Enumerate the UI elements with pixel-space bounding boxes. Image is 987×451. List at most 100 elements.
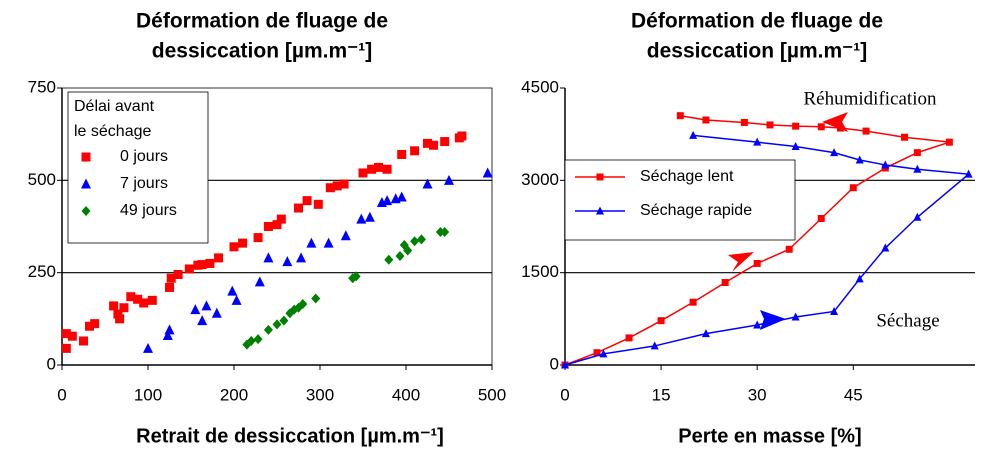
- marker: [416, 234, 426, 245]
- marker: [440, 227, 450, 238]
- marker: [881, 243, 890, 252]
- chart-title: dessiccation [µm.m⁻¹]: [152, 40, 372, 63]
- marker: [173, 270, 183, 280]
- legend-label: 49 jours: [120, 202, 177, 219]
- marker: [676, 112, 684, 120]
- marker: [211, 307, 222, 318]
- marker: [689, 298, 697, 306]
- x-tick-label: 15: [652, 385, 671, 404]
- marker: [457, 131, 467, 141]
- legend-box: [564, 159, 796, 241]
- marker: [85, 321, 95, 331]
- marker: [227, 285, 238, 296]
- marker: [356, 213, 367, 224]
- y-tick-label: 750: [28, 77, 56, 96]
- marker: [109, 301, 119, 311]
- marker: [263, 222, 273, 231]
- x-tick-label: 0: [560, 385, 569, 404]
- marker: [440, 137, 450, 147]
- x-tick-label: 30: [748, 385, 767, 404]
- marker: [792, 122, 800, 130]
- series-line: [564, 134, 971, 366]
- marker: [197, 260, 207, 270]
- marker: [164, 324, 175, 335]
- marker: [351, 271, 361, 282]
- marker: [913, 212, 922, 221]
- marker: [395, 251, 405, 262]
- marker: [650, 341, 659, 350]
- marker: [791, 141, 800, 150]
- marker: [201, 300, 212, 311]
- marker: [302, 196, 312, 206]
- marker: [253, 233, 263, 243]
- marker: [625, 334, 633, 342]
- x-tick-label: 100: [134, 385, 162, 404]
- marker: [229, 242, 239, 252]
- marker: [881, 160, 890, 169]
- marker: [133, 294, 143, 304]
- legend-marker: [81, 206, 91, 216]
- marker: [855, 155, 864, 164]
- marker: [382, 164, 392, 174]
- y-tick-label: 0: [550, 354, 559, 373]
- marker: [115, 314, 125, 324]
- marker: [423, 138, 432, 148]
- marker: [231, 294, 242, 305]
- legend-marker: [81, 152, 91, 162]
- legend-label: 7 jours: [120, 175, 168, 192]
- marker: [593, 349, 601, 357]
- marker: [253, 334, 263, 345]
- marker: [332, 181, 342, 191]
- marker: [701, 329, 710, 338]
- marker: [373, 162, 383, 172]
- marker: [753, 137, 762, 146]
- marker: [740, 118, 748, 126]
- marker: [358, 168, 368, 178]
- marker: [276, 214, 286, 224]
- marker: [753, 259, 761, 267]
- legend-marker: [81, 178, 91, 189]
- arrow-drying-fast: [760, 310, 786, 330]
- marker: [945, 138, 953, 146]
- marker: [67, 331, 77, 341]
- marker: [830, 306, 839, 315]
- marker: [599, 349, 608, 358]
- annotation: Séchage: [876, 310, 939, 331]
- marker: [429, 140, 439, 150]
- marker: [325, 183, 335, 193]
- legend-marker: [596, 173, 604, 181]
- marker: [913, 149, 921, 157]
- y-tick-label: 1500: [521, 262, 559, 281]
- marker: [397, 149, 407, 159]
- marker: [340, 230, 351, 241]
- marker: [279, 315, 289, 326]
- marker: [382, 195, 393, 206]
- marker: [785, 245, 793, 253]
- marker: [913, 164, 922, 173]
- legend-box: [67, 91, 209, 244]
- annotation: Réhumidification: [804, 88, 937, 109]
- marker: [855, 274, 864, 283]
- legend-label: Séchage rapide: [640, 202, 752, 219]
- legend-label: Séchage lent: [640, 168, 734, 185]
- x-tick-label: 400: [392, 385, 420, 404]
- marker: [61, 329, 71, 339]
- marker: [113, 309, 123, 319]
- y-tick-label: 3000: [521, 170, 559, 189]
- x-tick-label: 45: [844, 385, 863, 404]
- marker: [306, 237, 317, 248]
- marker: [403, 245, 413, 256]
- x-tick-label: 300: [306, 385, 334, 404]
- marker: [143, 342, 153, 353]
- marker: [367, 164, 377, 174]
- marker: [689, 130, 698, 139]
- marker: [79, 336, 88, 346]
- chart-title: dessiccation [µm.m⁻¹]: [647, 40, 867, 63]
- marker: [147, 295, 157, 305]
- marker: [263, 252, 274, 263]
- marker: [263, 324, 273, 335]
- marker: [90, 319, 100, 329]
- marker: [830, 148, 839, 157]
- marker: [184, 264, 194, 274]
- marker: [165, 282, 174, 292]
